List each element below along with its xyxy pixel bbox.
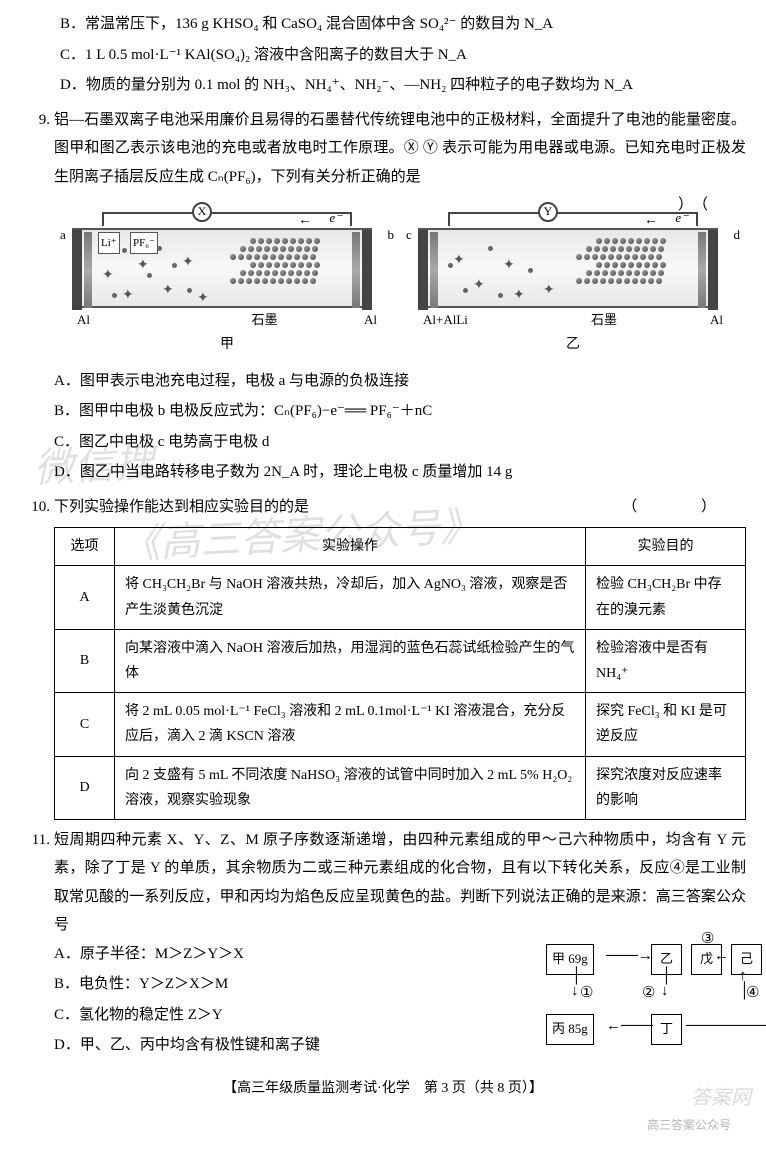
- diagram-jia: X ← e⁻ a b Li⁺ PF₆⁻ ✦ ✦ ✦ ✦ ✦ ✦: [72, 228, 382, 359]
- arrow-left-flow-icon: ←: [714, 949, 729, 964]
- caption-yi: 乙: [418, 332, 728, 359]
- q8-opt-d: D．物质的量分别为 0.1 mol 的 NH₃、NH₄⁺、NH₂⁻、—NH₂ 四…: [20, 71, 746, 100]
- table-header-operation: 实验操作: [115, 528, 586, 566]
- arrow-left-flow-icon-2: ←───: [606, 1019, 653, 1034]
- watermark-3: 高三答案公众号: [647, 1114, 731, 1137]
- q9-diagram-row: X ← e⁻ a b Li⁺ PF₆⁻ ✦ ✦ ✦ ✦ ✦ ✦: [54, 228, 746, 359]
- arrow-right-icon: ───→: [606, 949, 653, 964]
- line-icon: ────────┘: [686, 1019, 766, 1034]
- electron-label: e⁻: [329, 206, 342, 231]
- arrow-down-icon-2: │↓: [661, 969, 672, 999]
- flow-diagram: 甲 69g 乙 戊 己 丙 85g 丁 │↓ ① │↓ ② ───→ ← ③ ←…: [546, 944, 746, 1049]
- electron-label-2: e⁻: [675, 206, 688, 231]
- q9-opt-b: B．图甲中电极 b 电极反应式为：Cₙ(PF₆)−e⁻══ PF₆⁻＋nC: [54, 397, 746, 426]
- question-9: 9. 铝—石墨双离子电池采用廉价且易得的石墨替代传统锂电池中的正极材料，全面提升…: [20, 106, 746, 487]
- q11-number: 11.: [20, 826, 50, 855]
- question-10: 10. 下列实验操作能达到相应实验目的的是 （ ） 《高三答案公众号》 选项 实…: [20, 493, 746, 820]
- num-1: ①: [580, 986, 593, 1001]
- caption-jia: 甲: [72, 332, 382, 359]
- table-row: C将 2 mL 0.05 mol·L⁻¹ FeCl₃ 溶液和 2 mL 0.1m…: [55, 693, 746, 756]
- q9-stem: 铝—石墨双离子电池采用廉价且易得的石墨替代传统锂电池中的正极材料，全面提升了电池…: [54, 106, 746, 192]
- q9-opt-a: A．图甲表示电池充电过程，电极 a 与电源的负极连接: [54, 367, 746, 396]
- circle-y-icon: Y: [538, 202, 558, 222]
- terminal-c: c: [406, 223, 412, 248]
- terminal-d: d: [734, 223, 741, 248]
- page-footer: 【高三年级质量监测考试·化学 第 3 页（共 8 页）】: [20, 1076, 746, 1103]
- flow-jia: 甲 69g: [546, 944, 594, 975]
- flow-bing: 丙 85g: [546, 1014, 594, 1045]
- al-label-left: Al: [77, 308, 90, 333]
- table-row: A将 CH₃CH₂Br 与 NaOH 溶液共热，冷却后，加入 AgNO₃ 溶液，…: [55, 566, 746, 629]
- q10-number: 10.: [20, 493, 50, 522]
- al-label-right-2: Al: [710, 308, 723, 333]
- q9-number: 9.: [20, 106, 50, 135]
- table-row: B向某溶液中滴入 NaOH 溶液后加热，用湿润的蓝色石蕊试纸检验产生的气体检验溶…: [55, 629, 746, 692]
- diagram-yi: Y ← e⁻ c d ✦ ✦ ✦ ✦ ✦: [418, 228, 728, 359]
- q10-paren: （ ）: [622, 493, 746, 522]
- al-label-right: Al: [364, 308, 377, 333]
- table-header-aim: 实验目的: [586, 528, 746, 566]
- q8-opt-b: B．常温常压下，136 g KHSO₄ 和 CaSO₄ 混合固体中含 SO₄²⁻…: [20, 10, 746, 39]
- table-header-option: 选项: [55, 528, 115, 566]
- graphite-label-2: 石墨: [591, 308, 617, 333]
- q9-opt-c: C．图乙中电极 c 电势高于电极 d: [54, 428, 746, 457]
- circle-x-icon: X: [192, 202, 212, 222]
- num-4: ④: [746, 986, 759, 1001]
- experiment-table: 选项 实验操作 实验目的 A将 CH₃CH₂Br 与 NaOH 溶液共热，冷却后…: [54, 527, 746, 820]
- num-2: ②: [642, 986, 655, 1001]
- watermark-corner: 答案网: [691, 1079, 751, 1117]
- alli-label: Al+AlLi: [423, 308, 468, 333]
- q9-opt-d: D．图乙中当电路转移电子数为 2N_A 时，理论上电极 c 质量增加 14 g …: [54, 458, 746, 487]
- graphite-label: 石墨: [251, 308, 277, 333]
- question-11: 11. 短周期四种元素 X、Y、Z、M 原子序数逐渐递增，由四种元素组成的甲～己…: [20, 826, 746, 1062]
- flow-ding: 丁: [651, 1014, 682, 1045]
- q11-stem: 短周期四种元素 X、Y、Z、M 原子序数逐渐递增，由四种元素组成的甲～己六种物质…: [54, 826, 746, 940]
- num-3: ③: [701, 932, 714, 947]
- terminal-a: a: [60, 223, 66, 248]
- q10-stem: 下列实验操作能达到相应实验目的的是: [54, 499, 309, 515]
- q8-opt-c: C．1 L 0.5 mol·L⁻¹ KAl(SO₄)₂ 溶液中含阳离子的数目大于…: [20, 41, 746, 70]
- table-row: D向 2 支盛有 5 mL 不同浓度 NaHSO₃ 溶液的试管中同时加入 2 m…: [55, 756, 746, 819]
- terminal-b: b: [388, 223, 395, 248]
